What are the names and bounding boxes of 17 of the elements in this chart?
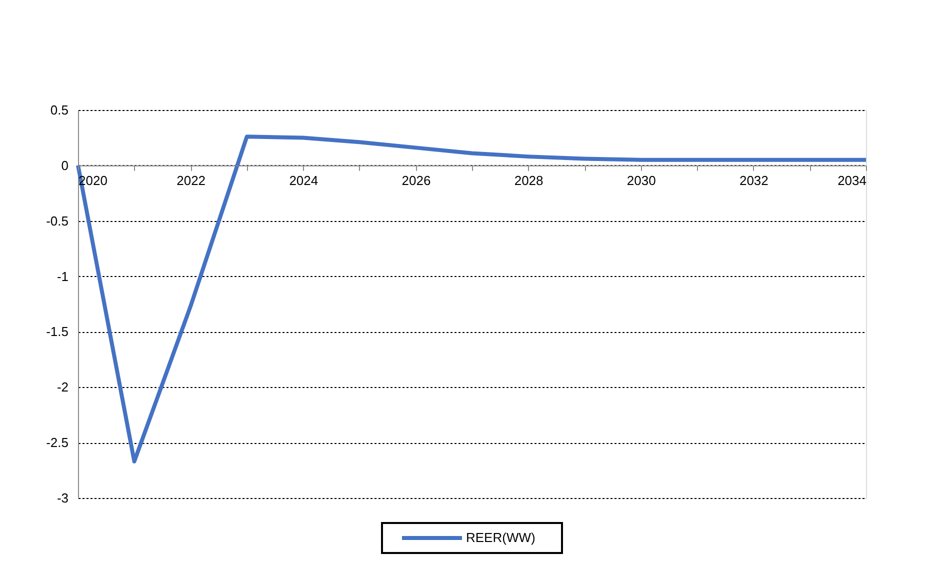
x-tick-label: 2024 bbox=[289, 172, 318, 188]
y-tick-label: 0.5 bbox=[50, 102, 68, 118]
x-tick-label: 2028 bbox=[514, 172, 544, 188]
x-tick-label: 2030 bbox=[626, 172, 656, 188]
y-tick-label: -1 bbox=[56, 268, 68, 284]
legend-label: REER(WW) bbox=[466, 530, 536, 545]
y-tick-label: -3 bbox=[56, 490, 68, 506]
y-tick-label: -0.5 bbox=[46, 213, 68, 228]
x-tick-label: 2022 bbox=[176, 172, 206, 188]
y-tick-label: -2.5 bbox=[46, 435, 68, 450]
y-tick-label: -2 bbox=[56, 380, 68, 395]
x-tick-label: 2034 bbox=[838, 172, 866, 188]
x-tick-label: 2032 bbox=[739, 172, 768, 188]
x-tick-label: 2026 bbox=[402, 172, 431, 188]
y-tick-label: 0 bbox=[61, 158, 68, 173]
line-series bbox=[76, 134, 868, 464]
y-tick-label: -1.5 bbox=[46, 324, 68, 340]
